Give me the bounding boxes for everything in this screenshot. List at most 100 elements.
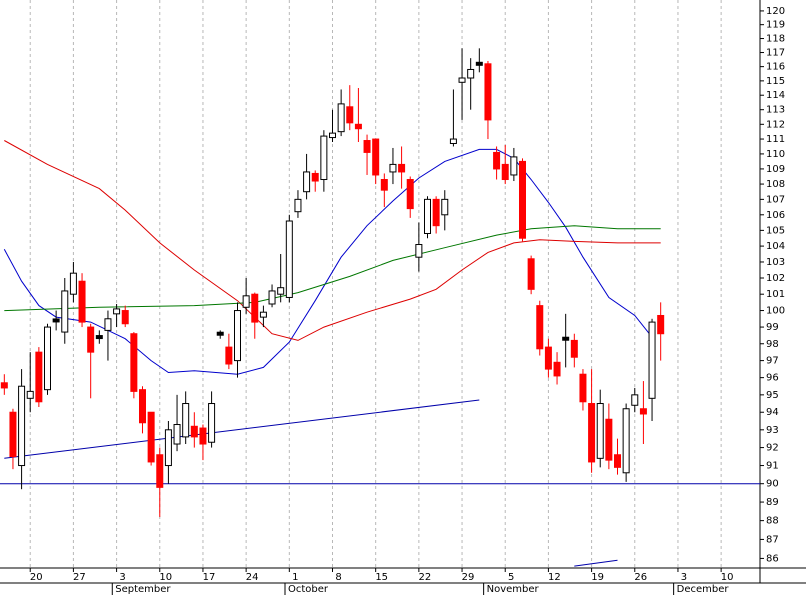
y-tick-label: 94 bbox=[766, 407, 779, 418]
candle-body bbox=[346, 106, 354, 124]
y-tick-label: 100 bbox=[766, 306, 785, 317]
y-tick-label: 91 bbox=[766, 461, 779, 472]
y-tick-label: 120 bbox=[766, 6, 785, 17]
candle-body bbox=[26, 390, 34, 399]
candle-body bbox=[44, 326, 51, 391]
overlay-line bbox=[574, 559, 618, 567]
candle-body bbox=[432, 198, 440, 227]
y-tick-label: 103 bbox=[766, 257, 785, 268]
candle-body bbox=[311, 172, 319, 182]
y-tick-label: 118 bbox=[766, 34, 785, 45]
y-tick-label: 96 bbox=[766, 373, 779, 384]
candle-body bbox=[631, 394, 639, 406]
candle-body bbox=[406, 179, 414, 210]
y-tick-label: 90 bbox=[766, 479, 779, 490]
x-tick-label: 3 bbox=[119, 572, 125, 583]
y-tick-label: 119 bbox=[766, 20, 785, 31]
candle-body bbox=[216, 331, 224, 336]
y-tick-label: 107 bbox=[766, 194, 785, 205]
candle-body bbox=[147, 411, 155, 463]
candle-body bbox=[389, 163, 397, 173]
x-tick-label: 17 bbox=[203, 572, 216, 583]
candle-body bbox=[285, 220, 293, 298]
month-label: September bbox=[115, 584, 171, 595]
candle-body bbox=[268, 290, 276, 305]
candle-body bbox=[510, 156, 518, 176]
x-tick-label: 22 bbox=[418, 572, 431, 583]
candle-body bbox=[596, 403, 604, 459]
y-tick-label: 108 bbox=[766, 179, 785, 190]
y-tick-label: 109 bbox=[766, 164, 785, 175]
candle-body bbox=[69, 272, 77, 295]
candle-body bbox=[18, 385, 26, 467]
candle-body bbox=[536, 305, 544, 350]
candle-body bbox=[363, 140, 371, 153]
candle-body bbox=[527, 258, 535, 290]
candle-body bbox=[380, 179, 388, 191]
x-tick-label: 5 bbox=[508, 572, 514, 583]
candle-body bbox=[225, 346, 233, 365]
y-tick-label: 88 bbox=[766, 516, 779, 527]
candle-body bbox=[130, 333, 138, 392]
y-tick-label: 86 bbox=[766, 553, 779, 564]
candle-body bbox=[164, 429, 172, 467]
candle-body bbox=[199, 427, 207, 445]
candle-body bbox=[35, 351, 43, 403]
candle-body bbox=[320, 135, 328, 181]
candle-body bbox=[173, 424, 181, 445]
candle-body bbox=[424, 198, 431, 235]
candle-body bbox=[570, 339, 578, 358]
candle-body bbox=[519, 160, 526, 239]
y-tick-label: 104 bbox=[766, 241, 785, 252]
month-label: October bbox=[288, 584, 329, 595]
y-tick-label: 110 bbox=[766, 149, 785, 160]
candle-body bbox=[484, 63, 492, 121]
candle-body bbox=[9, 411, 17, 458]
overlay-line bbox=[4, 225, 661, 312]
month-label: December bbox=[677, 584, 730, 595]
x-tick-label: 8 bbox=[335, 572, 341, 583]
y-tick-label: 89 bbox=[766, 497, 779, 508]
y-tick-label: 114 bbox=[766, 90, 785, 101]
candle-body bbox=[372, 138, 380, 176]
candle-body bbox=[242, 295, 250, 308]
candle-body bbox=[337, 103, 345, 133]
candle-body bbox=[190, 425, 198, 438]
candle-body bbox=[622, 408, 630, 474]
candle-body bbox=[579, 373, 587, 403]
candle-body bbox=[354, 123, 362, 130]
candle-body bbox=[614, 454, 621, 468]
y-tick-label: 95 bbox=[766, 390, 779, 401]
candle-body bbox=[553, 361, 561, 377]
y-tick-label: 106 bbox=[766, 210, 785, 221]
y-tick-label: 99 bbox=[766, 322, 779, 333]
candle-body bbox=[449, 138, 457, 144]
x-tick-label: 24 bbox=[246, 572, 259, 583]
candle-body bbox=[605, 418, 613, 461]
candle-body bbox=[61, 290, 69, 333]
candle-body bbox=[329, 132, 336, 139]
candle-body bbox=[277, 287, 285, 295]
overlay-line bbox=[4, 399, 480, 459]
candle-body bbox=[544, 346, 552, 370]
month-label: November bbox=[487, 584, 540, 595]
candle-body bbox=[139, 389, 146, 424]
candle-body bbox=[95, 335, 103, 340]
x-tick-label: 27 bbox=[73, 572, 86, 583]
candle-body bbox=[458, 77, 466, 83]
candle-body bbox=[294, 198, 302, 213]
candle-body bbox=[562, 336, 570, 341]
candle-body bbox=[182, 403, 190, 438]
x-tick-label: 26 bbox=[634, 572, 647, 583]
candle-body bbox=[259, 311, 267, 318]
candle-body bbox=[639, 408, 647, 415]
candle-body bbox=[104, 318, 112, 331]
candle-body bbox=[303, 171, 311, 193]
y-tick-label: 112 bbox=[766, 119, 785, 130]
candle-body bbox=[493, 151, 501, 170]
x-tick-label: 15 bbox=[375, 572, 388, 583]
candle-body bbox=[648, 321, 656, 399]
y-tick-label: 113 bbox=[766, 105, 785, 116]
